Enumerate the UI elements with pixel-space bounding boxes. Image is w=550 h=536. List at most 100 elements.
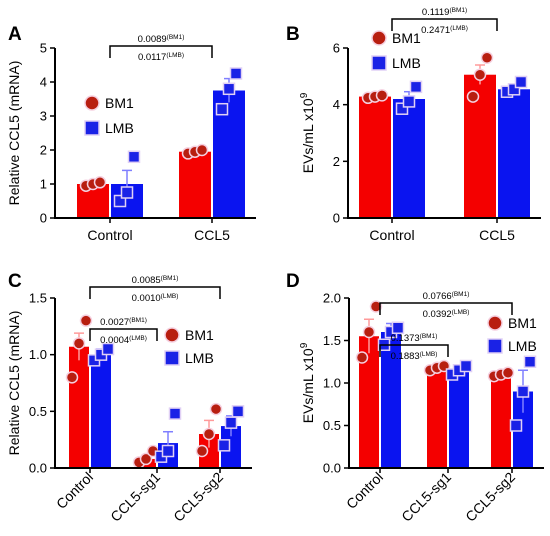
bar — [359, 96, 391, 218]
panel-letter: A — [8, 24, 22, 45]
data-point — [402, 95, 416, 108]
bar — [221, 426, 241, 468]
bar — [179, 151, 211, 218]
data-point — [217, 439, 231, 452]
data-point — [355, 351, 369, 364]
p-value-label: 0.0766(BM1) — [423, 291, 470, 302]
panel-A: A 0 1 2 3 4 5 Control CCL5 Relative CCL5 (mRNA) BM… — [6, 24, 256, 243]
p-value-label: 0.0392(LMB) — [423, 309, 470, 320]
data-point — [222, 82, 236, 96]
data-point — [79, 314, 93, 327]
bracket-line — [391, 18, 498, 31]
data-point — [195, 444, 209, 458]
legend-marker-bm1 — [164, 327, 180, 343]
p-value-label: 0.2471(LMB) — [421, 25, 468, 36]
y-tick-label: 1.0 — [29, 347, 47, 362]
y-tick-label: 1 — [40, 177, 47, 192]
bar — [491, 374, 511, 468]
data-point — [523, 355, 537, 368]
data-point — [202, 427, 216, 441]
bar — [69, 346, 89, 468]
data-point — [409, 80, 423, 94]
legend-marker-bm1 — [84, 95, 100, 111]
data-point — [466, 90, 480, 103]
x-tick-label: CCL5-sg2 — [170, 469, 226, 525]
panel-C: C 0.0 0.5 1.0 1.5 Control CCL5-sg1 CCL5-sg2 Rela… — [6, 271, 252, 525]
bracket-line — [379, 302, 513, 315]
data-point — [473, 68, 487, 81]
p-value-label: 0.0117(LMB) — [138, 52, 184, 63]
panel-B: B 0 2 4 6 Control CCL5 EVs/mL x109 BM1 LMB 0.1119(… — [286, 7, 541, 243]
bar — [91, 354, 111, 468]
significance-bracket: 0.0766(BM1) 0.0392(LMB) — [379, 291, 513, 320]
bracket-line — [109, 45, 213, 58]
data-point — [161, 444, 175, 458]
y-axis-label: EVs/mL x109 — [299, 92, 316, 173]
x-tick-label: Control — [87, 227, 132, 243]
data-point — [395, 102, 409, 115]
bracket-line — [89, 286, 221, 299]
data-point — [501, 366, 515, 380]
data-point — [509, 419, 523, 432]
x-tick-label: CCL5-sg2 — [462, 469, 518, 525]
data-point — [113, 194, 127, 208]
p-value-label: 0.0010(LMB) — [132, 293, 179, 304]
data-point — [391, 321, 405, 334]
legend-marker-lmb — [487, 338, 503, 354]
legend-label: BM1 — [508, 315, 537, 331]
panel-letter: B — [286, 24, 300, 45]
y-tick-label: 2 — [333, 154, 340, 169]
legend-label: LMB — [392, 55, 421, 71]
y-tick-label: 4 — [333, 97, 340, 112]
bracket-line — [379, 344, 449, 357]
y-axis-label: EVs/mL x109 — [299, 342, 316, 423]
bar — [381, 332, 401, 468]
p-value-label: 0.1373(BM1) — [391, 333, 438, 344]
data-point — [215, 102, 229, 116]
p-value-label: 0.1883(LMB) — [391, 351, 438, 362]
data-point — [127, 150, 141, 164]
y-tick-label: 0 — [40, 211, 47, 226]
legend-label: LMB — [508, 338, 537, 354]
data-point — [120, 186, 134, 199]
p-value-label: 0.1119(BM1) — [422, 7, 467, 18]
y-tick-label: 1.5 — [323, 333, 341, 348]
legend-label: BM1 — [105, 95, 134, 111]
legend-marker-bm1 — [371, 30, 387, 46]
p-value-label: 0.0085(BM1) — [132, 275, 179, 286]
legend-label: BM1 — [185, 327, 214, 343]
bar — [393, 99, 425, 218]
legend-label: BM1 — [392, 30, 421, 46]
x-tick-label: Control — [343, 469, 386, 512]
bracket-line — [89, 328, 158, 341]
p-value-label: 0.0004(LMB) — [100, 335, 147, 346]
data-point — [516, 385, 530, 398]
data-point — [65, 371, 79, 384]
y-tick-label: 0.5 — [29, 404, 47, 419]
data-point — [507, 83, 521, 96]
bar — [449, 370, 469, 468]
x-tick-label: CCL5-sg1 — [107, 469, 163, 525]
legend-label: LMB — [185, 350, 214, 366]
legend-marker-lmb — [164, 350, 180, 366]
data-point — [514, 75, 528, 89]
y-tick-label: 4 — [40, 75, 47, 90]
data-point — [459, 359, 473, 373]
x-tick-label: CCL5-sg1 — [398, 469, 454, 525]
y-tick-label: 1.5 — [29, 291, 47, 306]
y-tick-label: 2.0 — [323, 291, 341, 306]
data-point — [209, 402, 223, 416]
p-value-label: 0.0027(BM1) — [100, 317, 147, 328]
bar — [498, 89, 530, 219]
data-point — [224, 416, 238, 429]
legend-label: LMB — [105, 120, 134, 136]
significance-bracket: 0.0027(BM1) 0.0004(LMB) — [89, 317, 158, 346]
panel-letter: D — [286, 271, 300, 292]
data-point — [139, 452, 153, 466]
data-point — [168, 407, 182, 420]
y-axis-label: Relative CCL5 (mRNA) — [6, 311, 22, 456]
panel-D: D 0.0 0.5 1.0 1.5 2.0 Control CCL5-sg1 CCL5-sg2 E… — [286, 271, 544, 525]
bar — [427, 367, 447, 468]
x-tick-label: CCL5 — [194, 227, 230, 243]
data-point — [229, 67, 243, 80]
